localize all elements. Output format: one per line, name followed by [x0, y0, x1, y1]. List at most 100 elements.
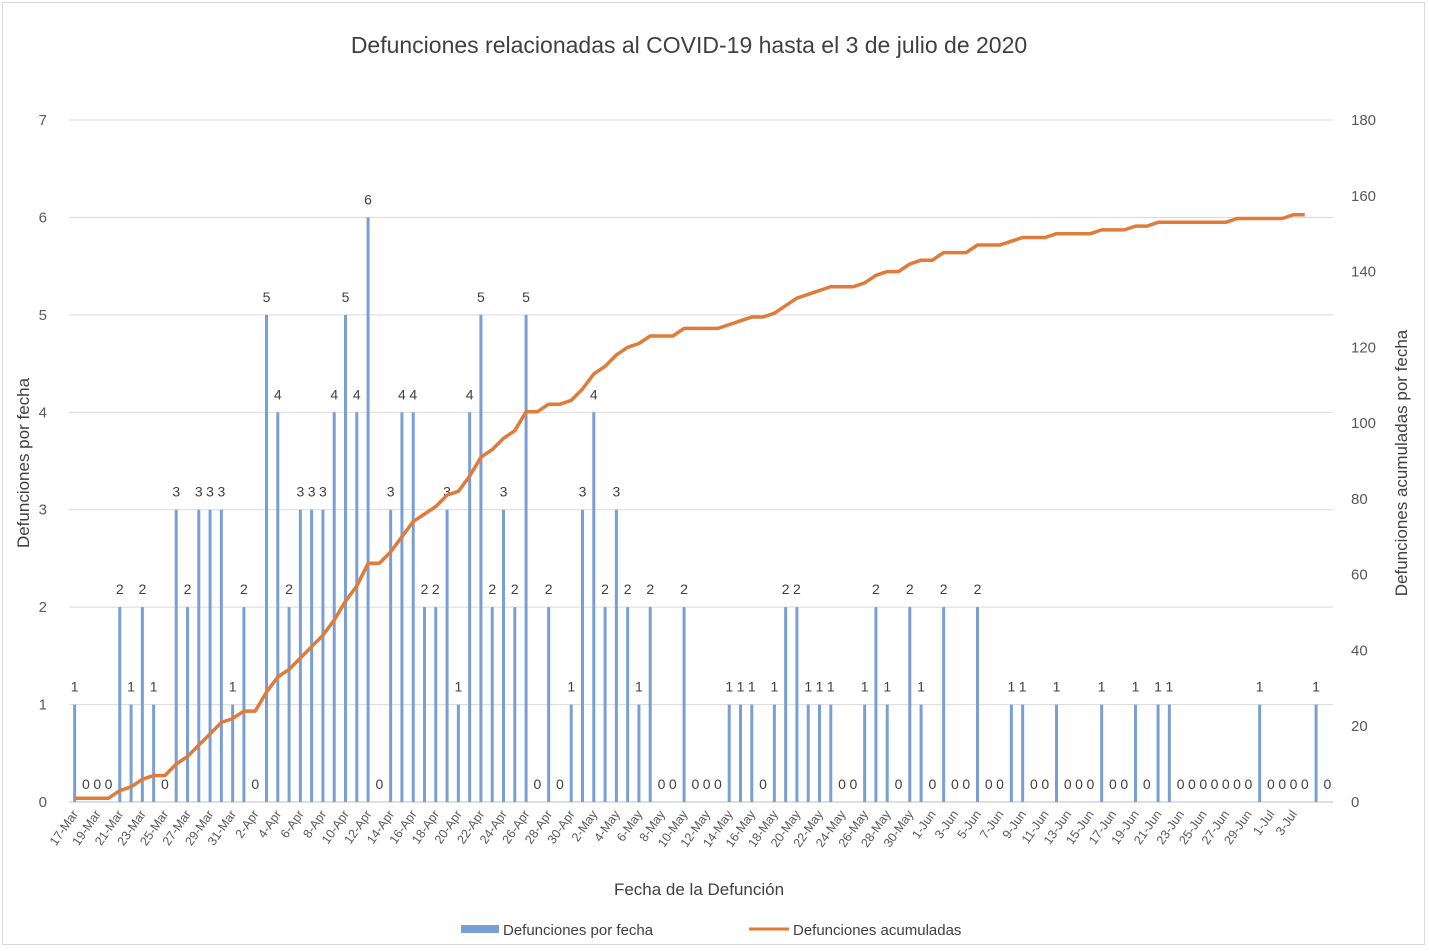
- x-tick-label: 6-Apr: [278, 808, 307, 841]
- end-value-label: 155: [1308, 3, 1338, 7]
- bar: [411, 412, 415, 802]
- bar-data-label: 1: [827, 679, 835, 695]
- bar-data-label: 1: [1007, 679, 1015, 695]
- bar-data-label: 4: [398, 386, 406, 402]
- legend-swatch-bars: [461, 925, 499, 933]
- bar: [479, 314, 483, 802]
- y2-tick-label: 40: [1351, 642, 1368, 659]
- bar: [423, 607, 426, 802]
- bar-data-label: 1: [917, 679, 925, 695]
- chart-svg: Defunciones relacionadas al COVID-19 has…: [14, 0, 1411, 939]
- bar-data-label: 0: [1064, 776, 1072, 792]
- bar-data-label: 0: [1290, 776, 1298, 792]
- bar-data-label: 0: [996, 776, 1004, 792]
- legend-label-line: Defunciones acumuladas: [793, 922, 961, 939]
- bar-data-label: 0: [1278, 776, 1286, 792]
- bar-data-label: 2: [782, 581, 790, 597]
- bar-data-label: 0: [1041, 776, 1049, 792]
- line-series: [74, 212, 1305, 800]
- bar-data-label: 2: [488, 581, 496, 597]
- bar-data-label: 4: [330, 386, 338, 402]
- bar-data-label: 1: [1312, 679, 1320, 695]
- x-tick-label: 2-Apr: [233, 808, 262, 841]
- bar: [1167, 704, 1171, 802]
- y-tick-label: 0: [39, 794, 47, 811]
- x-tick-label: 7-Jun: [977, 808, 1006, 842]
- x-tick-label: 3-Jun: [932, 808, 961, 842]
- bar: [784, 607, 788, 802]
- bar: [468, 412, 472, 802]
- bar-data-label: 4: [409, 386, 417, 402]
- y2-axis-ticks: 0 20 40 60 80 100 120 140 160 180: [1351, 112, 1376, 811]
- bar: [637, 704, 641, 802]
- bar-data-label: 3: [387, 484, 395, 500]
- bar-data-label: 2: [184, 581, 192, 597]
- bar-data-label: 2: [511, 581, 519, 597]
- bar-data-label: 0: [1075, 776, 1083, 792]
- bar: [186, 607, 189, 802]
- bar-data-label: 2: [793, 581, 801, 597]
- bar-data-label: 5: [342, 289, 350, 305]
- bar-data-label: 3: [206, 484, 214, 500]
- bar: [321, 509, 325, 802]
- x-axis-title: Fecha de la Defunción: [614, 880, 784, 899]
- bar-data-label: 0: [533, 776, 541, 792]
- bar: [682, 607, 686, 802]
- bar-data-label: 0: [703, 776, 711, 792]
- bar-data-label: 3: [296, 484, 304, 500]
- bar: [152, 704, 156, 802]
- bar: [750, 704, 754, 802]
- bar-data-label: 1: [804, 679, 812, 695]
- bar-data-label: 1: [725, 679, 733, 695]
- bar: [524, 314, 528, 802]
- bar: [942, 607, 946, 802]
- bar-data-label: 0: [1086, 776, 1094, 792]
- bar-data-label: 0: [1109, 776, 1117, 792]
- bar: [908, 607, 912, 802]
- bar-data-label: 0: [161, 776, 169, 792]
- bar-data-label: 3: [319, 484, 327, 500]
- bar: [344, 314, 347, 802]
- bar-data-label: 3: [308, 484, 316, 500]
- legend-label-bars: Defunciones por fecha: [503, 922, 654, 939]
- bar: [581, 509, 584, 802]
- bar: [874, 607, 878, 802]
- bar: [513, 607, 517, 802]
- bar: [1021, 704, 1025, 802]
- bar-data-label: 0: [1120, 776, 1128, 792]
- bar: [795, 607, 799, 802]
- bar: [208, 509, 212, 802]
- bar: [919, 704, 923, 802]
- bar: [863, 704, 867, 802]
- bar: [434, 607, 438, 802]
- x-tick-label: 5-Jun: [955, 808, 984, 842]
- bar-data-label: 0: [1030, 776, 1038, 792]
- y-tick-label: 5: [39, 307, 47, 324]
- y-tick-label: 3: [39, 502, 47, 519]
- x-tick-label: 4-Apr: [255, 808, 284, 841]
- bar-data-label: 1: [71, 679, 79, 695]
- bar-data-label: 1: [150, 679, 158, 695]
- bar-data-label: 0: [895, 776, 903, 792]
- bar: [140, 607, 144, 802]
- bar-data-label: 5: [477, 289, 485, 305]
- bar: [614, 509, 618, 802]
- bar-data-label: 2: [624, 581, 632, 597]
- bar-data-label: 1: [748, 679, 756, 695]
- bar-data-label: 3: [195, 484, 203, 500]
- bar-data-label: 3: [217, 484, 225, 500]
- bar-data-label: 0: [1323, 776, 1331, 792]
- y2-tick-label: 180: [1351, 112, 1376, 129]
- y-tick-label: 7: [39, 112, 47, 129]
- bar: [1156, 704, 1160, 802]
- bar-data-label: 1: [1154, 679, 1162, 695]
- bar: [332, 412, 336, 802]
- bar: [1055, 704, 1058, 802]
- bar-data-label: 0: [1222, 776, 1230, 792]
- bar-data-label: 2: [680, 581, 688, 597]
- x-tick-label: 1-Jul: [1250, 808, 1277, 838]
- bar-data-label: 0: [691, 776, 699, 792]
- y-tick-label: 1: [39, 697, 47, 714]
- bar: [355, 412, 359, 802]
